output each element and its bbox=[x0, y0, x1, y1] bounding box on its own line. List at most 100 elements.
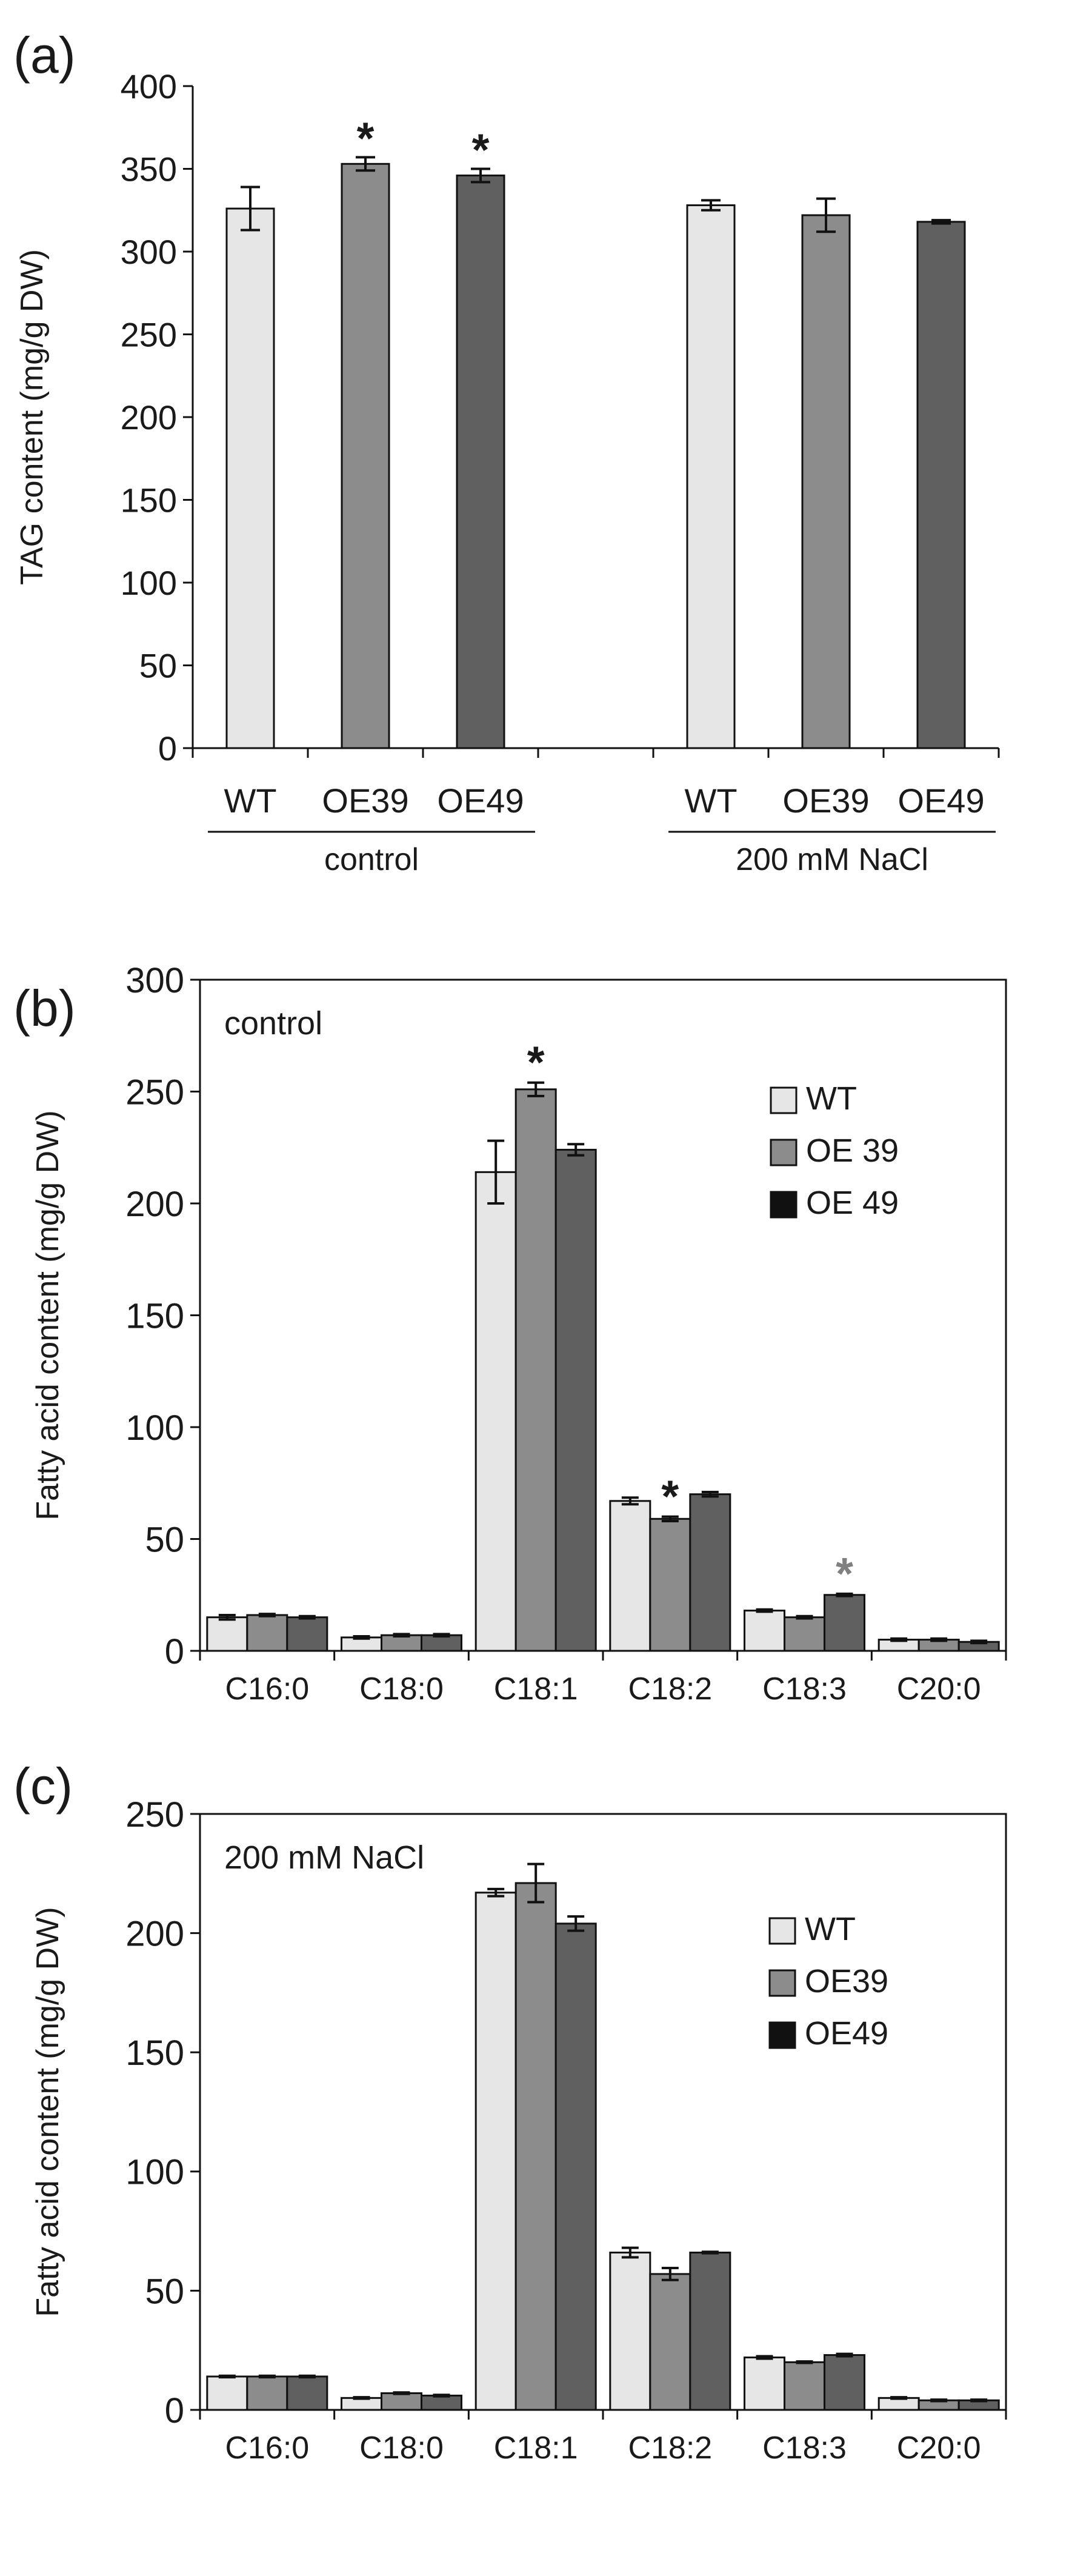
panel-label-c: (c) bbox=[13, 1758, 73, 1815]
significance-mark-2-4: * bbox=[836, 1548, 853, 1599]
bar-1-2 bbox=[515, 1088, 557, 1652]
bar-2-4 bbox=[824, 1594, 865, 1652]
bar-1-0 bbox=[246, 2375, 288, 2411]
x-tick-label-0: C16:0 bbox=[225, 2430, 309, 2466]
y-tick-label-2: 100 bbox=[125, 2153, 184, 2192]
bar-2-3 bbox=[689, 2251, 731, 2411]
bar-2-1 bbox=[421, 1634, 462, 1652]
x-tick-label-2: C18:1 bbox=[494, 1671, 578, 1707]
panel-annotation: control bbox=[224, 1005, 322, 1042]
panel-b-chart: 0 50 100 150 200 250 300 Fatty acid content (mg… bbox=[30, 961, 1007, 1707]
x-tick-label-0-0: WT bbox=[224, 781, 276, 820]
group-label-0: control bbox=[324, 842, 419, 877]
x-tick-label-1: C18:0 bbox=[359, 1671, 444, 1707]
y-tick-label-3: 150 bbox=[125, 2033, 184, 2073]
bar-0-2 bbox=[475, 1171, 517, 1652]
bar-0-0 bbox=[225, 207, 275, 749]
bar-0-1 bbox=[341, 162, 390, 749]
legend-swatch-0 bbox=[768, 1917, 796, 1945]
x-tick-label-3: C18:2 bbox=[628, 2430, 712, 2466]
significance-mark-1-2: * bbox=[527, 1037, 545, 1088]
x-tick-label-5: C20:0 bbox=[897, 2430, 981, 2466]
y-tick-label-1: 50 bbox=[139, 647, 177, 685]
x-tick-label-1-2: OE49 bbox=[897, 781, 984, 820]
y-tick-label-3: 150 bbox=[121, 481, 177, 520]
bar-0-4 bbox=[744, 1610, 785, 1652]
y-tick-label-7: 350 bbox=[121, 150, 177, 189]
y-tick-label-2: 100 bbox=[125, 1408, 184, 1448]
bar-0-0 bbox=[206, 2375, 248, 2411]
legend-label-1: OE 39 bbox=[806, 1132, 899, 1169]
panel-label-b: (b) bbox=[13, 980, 76, 1037]
bar-0-3 bbox=[609, 2251, 651, 2411]
bar-1-0 bbox=[246, 1614, 288, 1652]
bar-0-2 bbox=[456, 174, 505, 749]
x-tick-label-0-2: OE49 bbox=[437, 781, 524, 820]
y-tick-label-0: 0 bbox=[165, 2391, 184, 2430]
bar-1-2 bbox=[515, 1882, 557, 2411]
significance-mark-0-2: * bbox=[472, 125, 490, 175]
panel-label-a: (a) bbox=[13, 27, 76, 84]
x-tick-label-3: C18:2 bbox=[628, 1671, 712, 1707]
legend-swatch-2 bbox=[768, 2021, 796, 2049]
y-axis-title: Fatty acid content (mg/g DW) bbox=[30, 1110, 65, 1520]
bar-1-4 bbox=[784, 1616, 825, 1652]
y-tick-label-4: 200 bbox=[125, 1914, 184, 1953]
panel-annotation: 200 mM NaCl bbox=[224, 1839, 424, 1876]
bar-2-2 bbox=[554, 1922, 597, 2411]
y-tick-label-1: 50 bbox=[145, 2272, 184, 2311]
bar-2-2 bbox=[554, 1148, 597, 1652]
significance-mark-0-1: * bbox=[357, 113, 375, 163]
y-axis-title: TAG content (mg/g DW) bbox=[15, 249, 50, 585]
significance-mark-1-3: * bbox=[661, 1471, 679, 1522]
bar-1-0 bbox=[686, 204, 736, 749]
x-tick-label-1-1: OE39 bbox=[782, 781, 869, 820]
bar-2-0 bbox=[286, 1616, 328, 1652]
bar-1-1 bbox=[381, 1634, 422, 1652]
legend-label-0: WT bbox=[806, 1080, 857, 1117]
x-tick-label-5: C20:0 bbox=[897, 1671, 981, 1707]
bar-2-1 bbox=[421, 2394, 462, 2411]
x-tick-label-4: C18:3 bbox=[762, 1671, 847, 1707]
legend-swatch-0 bbox=[770, 1086, 798, 1114]
panel-a-chart: 0 50 100 150 200 250 300 350 400 TAG content (mg/… bbox=[15, 67, 1000, 877]
x-tick-label-1-0: WT bbox=[684, 781, 737, 820]
y-tick-label-3: 150 bbox=[125, 1296, 184, 1336]
x-tick-label-0: C16:0 bbox=[225, 1671, 309, 1707]
y-tick-label-2: 100 bbox=[121, 564, 177, 602]
bar-1-2 bbox=[916, 221, 966, 749]
y-tick-label-0: 0 bbox=[158, 729, 177, 768]
y-tick-label-6: 300 bbox=[121, 233, 177, 271]
bar-1-1 bbox=[381, 2392, 422, 2411]
y-tick-label-5: 250 bbox=[125, 1795, 184, 1835]
y-tick-label-5: 250 bbox=[125, 1072, 184, 1112]
y-tick-label-5: 250 bbox=[121, 316, 177, 354]
legend-swatch-1 bbox=[768, 1969, 796, 1997]
bar-1-3 bbox=[649, 2273, 691, 2411]
y-tick-label-1: 50 bbox=[145, 1520, 184, 1559]
bar-2-3 bbox=[689, 1493, 731, 1652]
bar-0-3 bbox=[609, 1500, 651, 1652]
panel-c-chart: 0 50 100 150 200 250 Fatty acid content (mg/g … bbox=[30, 1795, 1007, 2466]
y-axis-title: Fatty acid content (mg/g DW) bbox=[30, 1907, 65, 2317]
x-tick-label-4: C18:3 bbox=[762, 2430, 847, 2466]
bar-2-0 bbox=[286, 2375, 328, 2411]
legend-label-2: OE49 bbox=[805, 2015, 888, 2052]
y-tick-label-8: 400 bbox=[121, 67, 177, 105]
bar-2-4 bbox=[824, 2354, 865, 2411]
bar-0-4 bbox=[744, 2356, 785, 2411]
bar-1-3 bbox=[649, 1517, 691, 1652]
x-tick-label-2: C18:1 bbox=[494, 2430, 578, 2466]
group-label-1: 200 mM NaCl bbox=[736, 842, 928, 877]
y-tick-label-6: 300 bbox=[125, 961, 184, 1000]
x-tick-label-0-1: OE39 bbox=[322, 781, 408, 820]
bar-0-0 bbox=[206, 1616, 248, 1652]
legend-label-1: OE39 bbox=[805, 1963, 888, 1999]
legend-label-2: OE 49 bbox=[806, 1185, 899, 1221]
y-tick-label-4: 200 bbox=[121, 398, 177, 437]
legend-swatch-2 bbox=[770, 1191, 798, 1219]
bar-0-2 bbox=[475, 1892, 517, 2411]
y-tick-label-4: 200 bbox=[125, 1185, 184, 1224]
bar-1-1 bbox=[801, 214, 851, 749]
